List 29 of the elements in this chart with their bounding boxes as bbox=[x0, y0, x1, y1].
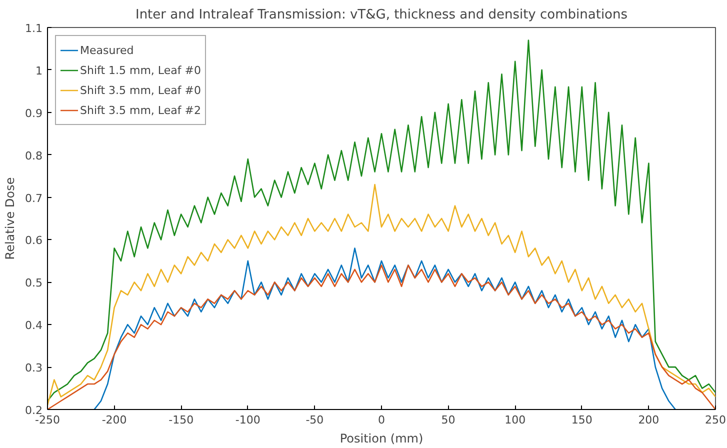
line-series bbox=[94, 248, 676, 410]
x-tick-label: 250 bbox=[705, 414, 726, 426]
x-tick-label: 150 bbox=[571, 414, 592, 426]
legend-label: Shift 3.5 mm, Leaf #2 bbox=[80, 104, 201, 116]
y-tick-label: 1.1 bbox=[25, 22, 43, 35]
y-tick-label: 0.6 bbox=[25, 234, 43, 248]
y-tick-label: 0.7 bbox=[25, 192, 43, 205]
y-tick-label: 0.3 bbox=[25, 362, 43, 375]
x-tick-label: 200 bbox=[638, 414, 660, 426]
y-axis-title: Relative Dose bbox=[3, 177, 18, 260]
x-axis-title: Position (mm) bbox=[340, 432, 424, 446]
x-tick-label: -50 bbox=[306, 414, 324, 426]
y-tick-label: 0.8 bbox=[25, 149, 43, 162]
y-tick-label: 0.4 bbox=[25, 319, 43, 332]
y-tick-label: 0.9 bbox=[25, 106, 43, 120]
legend-label: Shift 3.5 mm, Leaf #0 bbox=[80, 84, 201, 96]
chart-title: Inter and Intraleaf Transmission: vT&G, thickness and density combinations bbox=[135, 8, 628, 22]
x-tick-label: 50 bbox=[441, 414, 456, 426]
x-tick-label: 100 bbox=[504, 414, 526, 426]
line-series bbox=[48, 184, 716, 406]
x-tick-label: -100 bbox=[235, 414, 260, 426]
line-series bbox=[48, 40, 716, 402]
y-tick-label: 1 bbox=[36, 64, 42, 78]
legend-label: Shift 1.5 mm, Leaf #0 bbox=[80, 64, 201, 76]
x-tick-label: -150 bbox=[168, 414, 194, 426]
x-tick-label: 0 bbox=[378, 414, 385, 426]
y-tick-label: 0.5 bbox=[25, 276, 43, 290]
legend-label: Measured bbox=[80, 44, 134, 56]
x-tick-label: -200 bbox=[102, 414, 127, 426]
